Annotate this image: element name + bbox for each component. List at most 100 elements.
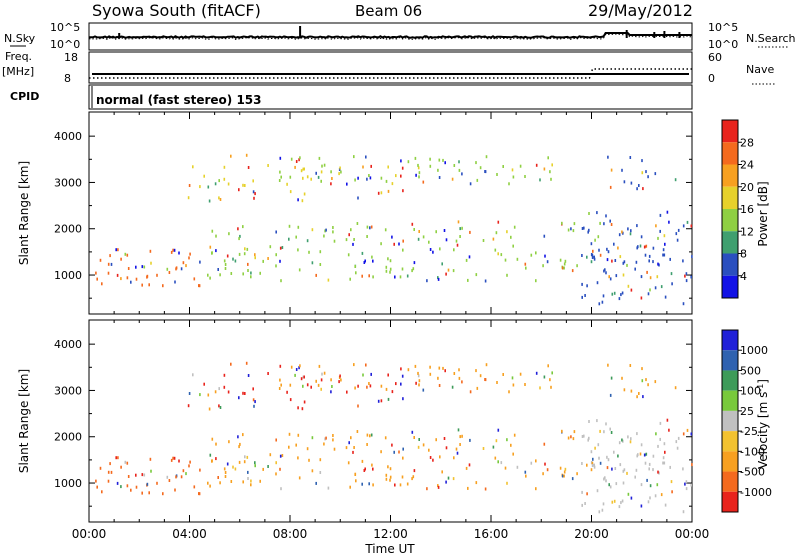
echo-point	[611, 259, 613, 263]
echo-point	[345, 446, 348, 450]
echo-point	[348, 233, 350, 237]
echo-point	[601, 508, 604, 512]
echo-point	[492, 445, 495, 449]
echo-point	[648, 467, 650, 471]
echo-point	[223, 259, 226, 263]
echo-point	[598, 456, 600, 460]
echo-point	[400, 382, 402, 386]
echo-point	[690, 275, 692, 279]
echo-point	[630, 496, 633, 500]
echo-point	[279, 259, 281, 263]
echo-point	[315, 273, 317, 277]
echo-point	[209, 453, 212, 457]
echo-point	[605, 214, 607, 218]
echo-point	[581, 282, 583, 286]
echo-point	[639, 452, 642, 456]
echo-point	[610, 223, 613, 226]
echo-point	[400, 159, 402, 163]
echo-point	[207, 481, 209, 485]
echo-point	[252, 387, 254, 391]
echo-point	[198, 492, 201, 496]
echo-point	[535, 279, 537, 283]
echo-point	[250, 271, 252, 275]
echo-point	[211, 251, 213, 255]
echo-point	[238, 396, 240, 400]
echo-point	[156, 273, 158, 277]
echo-point	[652, 454, 655, 458]
echo-point	[354, 386, 356, 390]
echo-point	[319, 458, 322, 462]
echo-point	[300, 377, 303, 381]
echo-point	[591, 253, 594, 257]
echo-point	[432, 458, 434, 462]
echo-point	[250, 275, 252, 279]
echo-point	[387, 189, 390, 193]
echo-point	[289, 190, 292, 194]
echo-point	[516, 465, 519, 469]
echo-point	[623, 260, 626, 264]
echo-point	[475, 369, 477, 373]
colorbar-tick-label: 20	[740, 181, 754, 194]
echo-point	[426, 279, 428, 283]
echo-point	[391, 182, 394, 186]
echo-point	[613, 291, 616, 295]
echo-point	[146, 274, 149, 278]
echo-point	[417, 371, 419, 375]
echo-point	[355, 271, 357, 275]
echo-point	[400, 367, 402, 371]
freq-label-1: Freq.	[5, 50, 32, 63]
echo-point	[302, 375, 305, 379]
echo-point	[357, 176, 359, 180]
echo-point	[110, 262, 113, 266]
echo-point	[551, 163, 553, 167]
echo-point	[641, 171, 644, 175]
echo-point	[607, 363, 609, 367]
echo-point	[640, 275, 643, 279]
echo-point	[368, 274, 370, 278]
echo-point	[479, 374, 482, 378]
echo-point	[289, 398, 292, 402]
echo-point	[242, 480, 244, 484]
echo-point	[361, 251, 364, 255]
echo-point	[219, 481, 221, 485]
echo-point	[406, 482, 409, 486]
echo-point	[217, 476, 219, 479]
echo-point	[618, 441, 621, 445]
echo-point	[371, 255, 373, 259]
echo-point	[294, 165, 296, 169]
echo-point	[254, 256, 256, 260]
echo-point	[244, 392, 246, 395]
echo-point	[354, 473, 356, 476]
echo-point	[135, 473, 137, 477]
echo-point	[613, 242, 615, 246]
echo-point	[198, 284, 201, 288]
echo-point	[437, 376, 439, 380]
echo-point	[506, 438, 508, 442]
echo-point	[586, 284, 588, 288]
echo-point	[385, 477, 388, 481]
echo-point	[389, 270, 391, 274]
echo-point	[286, 182, 288, 186]
echo-point	[173, 456, 176, 460]
echo-point	[239, 442, 241, 446]
echo-point	[635, 468, 638, 472]
echo-point	[646, 270, 648, 274]
echo-point	[459, 227, 461, 231]
echo-point	[325, 228, 327, 232]
echo-point	[659, 213, 662, 217]
echo-point	[417, 166, 420, 170]
echo-point	[238, 460, 241, 464]
echo-point	[219, 406, 222, 409]
echo-point	[275, 230, 277, 234]
echo-point	[550, 385, 552, 389]
echo-point	[242, 225, 244, 229]
echo-point	[530, 253, 533, 257]
echo-point	[422, 235, 425, 239]
echo-point	[391, 443, 393, 447]
echo-point	[422, 180, 425, 184]
echo-point	[570, 435, 572, 439]
echo-point	[180, 475, 183, 479]
echo-point	[648, 259, 650, 263]
echo-point	[468, 463, 471, 467]
